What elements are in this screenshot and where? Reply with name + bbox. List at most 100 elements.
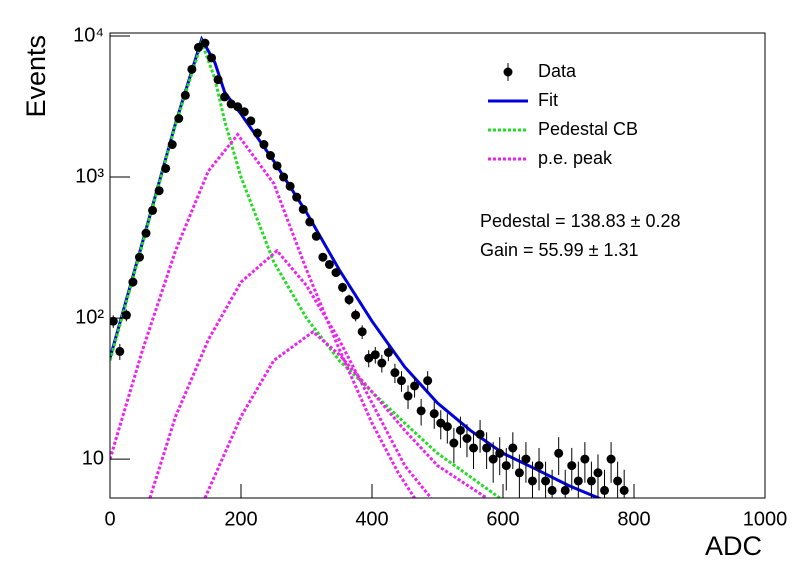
- data-point: [403, 391, 413, 401]
- curve: [110, 132, 416, 498]
- data-point: [383, 348, 393, 358]
- data-point: [442, 422, 452, 432]
- data-point: [161, 163, 171, 173]
- data-point: [416, 406, 426, 416]
- data-point: [110, 316, 118, 326]
- data-point: [560, 485, 570, 495]
- data-point: [377, 358, 387, 368]
- data-point: [252, 128, 262, 138]
- data-point: [527, 476, 537, 486]
- data-point: [128, 277, 138, 287]
- data-point: [573, 476, 583, 486]
- data-point: [351, 310, 361, 320]
- data-point: [174, 114, 184, 124]
- annotation: Gain = 55.99 ± 1.31: [480, 240, 639, 260]
- data-point: [213, 75, 223, 85]
- data-point: [167, 140, 177, 150]
- data-point: [318, 252, 328, 262]
- x-tick-label: 600: [486, 508, 519, 530]
- data-point: [501, 461, 511, 471]
- x-tick-label: 1000: [743, 508, 788, 530]
- data-point: [462, 434, 472, 444]
- data-point: [311, 231, 321, 241]
- x-tick-label: 200: [224, 508, 257, 530]
- data-point: [449, 438, 459, 448]
- data-point: [357, 327, 367, 337]
- data-point: [344, 295, 354, 305]
- data-point: [410, 381, 420, 391]
- data-point: [475, 429, 485, 439]
- data-point: [121, 310, 131, 320]
- curve: [110, 37, 501, 498]
- data-point: [154, 186, 164, 196]
- data-point: [279, 172, 289, 182]
- y-tick-label: 10⁴: [73, 24, 104, 46]
- y-tick-label: 10³: [75, 165, 104, 187]
- data-point: [541, 476, 551, 486]
- data-point: [298, 204, 308, 214]
- data-point: [233, 102, 243, 112]
- data-point: [331, 268, 341, 278]
- data-point: [193, 42, 203, 52]
- legend-label: Data: [538, 61, 577, 81]
- curve: [148, 248, 433, 498]
- data-point: [305, 217, 315, 227]
- data-point: [495, 448, 505, 458]
- data-point: [586, 476, 596, 486]
- data-point: [115, 346, 125, 356]
- data-point: [187, 64, 197, 74]
- data-point: [141, 228, 151, 238]
- x-tick-label: 400: [355, 508, 388, 530]
- data-point: [207, 53, 217, 63]
- data-point: [534, 461, 544, 471]
- annotation: Pedestal = 138.83 ± 0.28: [480, 211, 681, 231]
- data-point: [469, 443, 479, 453]
- data-point: [285, 181, 295, 191]
- data-point: [134, 252, 144, 262]
- data-point: [324, 259, 334, 269]
- data-point: [180, 90, 190, 100]
- x-axis-label: ADC: [705, 531, 762, 561]
- plot-area: [110, 35, 629, 498]
- data-point: [593, 468, 603, 478]
- data-point: [547, 485, 557, 495]
- data-point: [567, 461, 577, 471]
- data-point: [423, 376, 433, 386]
- data-point: [514, 468, 524, 478]
- data-point: [600, 485, 610, 495]
- y-tick-label: 10: [82, 447, 104, 469]
- x-tick-label: 0: [104, 508, 115, 530]
- data-point: [455, 425, 465, 435]
- data-point: [429, 409, 439, 419]
- data-point: [200, 38, 210, 48]
- data-point: [580, 454, 590, 464]
- legend-marker: [503, 67, 513, 77]
- data-point: [606, 454, 616, 464]
- data-point: [613, 476, 623, 486]
- legend-label: Pedestal CB: [538, 119, 638, 139]
- data-point: [259, 140, 269, 150]
- data-point: [220, 92, 230, 102]
- data-point: [246, 116, 256, 126]
- data-point: [390, 368, 400, 378]
- data-point: [338, 282, 348, 292]
- legend-label: Fit: [538, 90, 558, 110]
- frame: [109, 32, 766, 499]
- y-axis-label: Events: [21, 35, 51, 118]
- curve: [110, 35, 602, 498]
- data-point: [370, 350, 380, 360]
- data-point: [272, 161, 282, 171]
- y-tick-label: 10²: [75, 306, 104, 328]
- data-point: [265, 151, 275, 161]
- legend-label: p.e. peak: [538, 148, 613, 168]
- data-point: [488, 454, 498, 464]
- curve: [203, 329, 488, 498]
- data-point: [482, 443, 492, 453]
- data-point: [239, 107, 249, 117]
- x-tick-label: 800: [617, 508, 650, 530]
- data-point: [554, 448, 564, 458]
- data-point: [148, 205, 158, 215]
- data-point: [521, 454, 531, 464]
